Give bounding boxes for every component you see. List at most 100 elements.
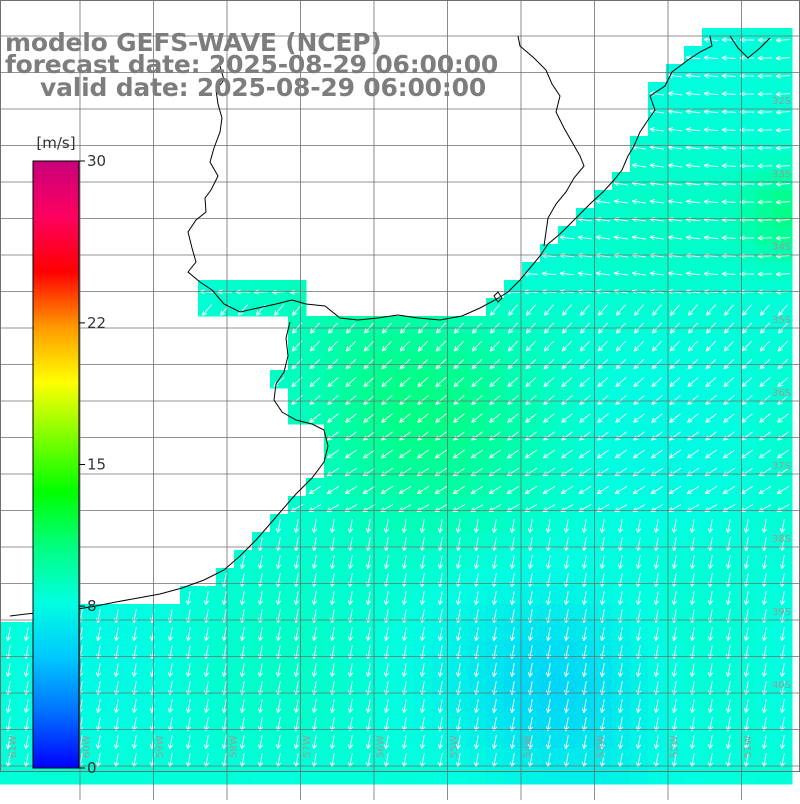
field-cell xyxy=(594,370,613,389)
field-cell xyxy=(648,370,667,389)
field-cell xyxy=(576,352,595,371)
field-cell xyxy=(324,460,343,479)
field-cell xyxy=(342,496,361,515)
field-cell xyxy=(630,172,649,191)
longitude-label: 51W xyxy=(743,735,754,758)
field-cell xyxy=(648,208,667,227)
field-cell xyxy=(648,190,667,209)
field-cell xyxy=(468,478,487,497)
field-cell xyxy=(612,766,631,785)
field-cell xyxy=(630,298,649,317)
field-cell xyxy=(702,82,721,101)
field-cell xyxy=(684,118,703,137)
field-cell xyxy=(756,424,775,443)
field-cell xyxy=(342,424,361,443)
field-cell xyxy=(468,352,487,371)
field-cell xyxy=(522,388,541,407)
field-cell xyxy=(594,478,613,497)
colorbar-tick-label: 0 xyxy=(87,759,97,777)
field-cell xyxy=(576,460,595,479)
field-cell xyxy=(288,280,307,299)
field-cell xyxy=(756,334,775,353)
field-cell xyxy=(108,766,127,785)
field-cell xyxy=(666,496,685,515)
field-cell xyxy=(468,316,487,335)
field-cell xyxy=(684,370,703,389)
field-cell xyxy=(270,766,289,785)
field-cell xyxy=(630,442,649,461)
field-cell xyxy=(684,496,703,515)
field-cell xyxy=(702,208,721,227)
field-cell xyxy=(522,406,541,425)
field-cell xyxy=(630,190,649,209)
field-cell xyxy=(684,352,703,371)
field-cell xyxy=(612,244,631,263)
field-cell xyxy=(684,424,703,443)
colorbar-gradient xyxy=(33,161,79,768)
field-cell xyxy=(684,64,703,83)
field-cell xyxy=(630,478,649,497)
field-cell xyxy=(720,406,739,425)
field-cell xyxy=(342,334,361,353)
field-cell xyxy=(612,334,631,353)
field-cell xyxy=(180,766,199,785)
field-cell xyxy=(702,370,721,389)
field-cell xyxy=(468,424,487,443)
field-cell xyxy=(414,388,433,407)
field-cell xyxy=(360,370,379,389)
latitude-label: 33S xyxy=(772,169,791,180)
field-cell xyxy=(324,496,343,515)
field-cell xyxy=(414,460,433,479)
field-cell xyxy=(450,496,469,515)
field-cell xyxy=(558,424,577,443)
field-cell xyxy=(738,64,757,83)
field-cell xyxy=(486,424,505,443)
valid-date: valid date: 2025-08-29 06:00:00 xyxy=(40,75,486,101)
field-cell xyxy=(450,766,469,785)
field-cell xyxy=(198,298,217,317)
field-cell xyxy=(738,154,757,173)
field-cell xyxy=(612,208,631,227)
field-cell xyxy=(594,262,613,281)
field-cell xyxy=(504,460,523,479)
field-cell xyxy=(702,496,721,515)
field-cell xyxy=(594,298,613,317)
field-cell xyxy=(720,298,739,317)
field-cell xyxy=(612,496,631,515)
field-cell xyxy=(702,334,721,353)
field-cell xyxy=(720,460,739,479)
field-cell xyxy=(576,388,595,407)
field-cell xyxy=(486,460,505,479)
field-cell xyxy=(450,406,469,425)
field-cell xyxy=(576,280,595,299)
field-cell xyxy=(378,352,397,371)
field-cell xyxy=(648,298,667,317)
field-cell xyxy=(576,766,595,785)
field-cell xyxy=(702,406,721,425)
field-cell xyxy=(648,280,667,299)
field-cell xyxy=(648,766,667,785)
field-cell xyxy=(666,424,685,443)
field-cell xyxy=(522,460,541,479)
field-cell xyxy=(738,442,757,461)
longitude-label: 56W xyxy=(376,735,387,758)
field-cell xyxy=(684,262,703,281)
field-cell xyxy=(630,226,649,245)
field-cell xyxy=(720,118,739,137)
field-cell xyxy=(612,190,631,209)
field-cell xyxy=(594,190,613,209)
field-cell xyxy=(738,82,757,101)
field-cell xyxy=(396,352,415,371)
field-cell xyxy=(504,280,523,299)
field-cell xyxy=(558,298,577,317)
field-cell xyxy=(756,352,775,371)
field-cell xyxy=(342,478,361,497)
field-cell xyxy=(396,766,415,785)
field-cell xyxy=(486,406,505,425)
field-cell xyxy=(756,28,775,47)
field-cell xyxy=(450,460,469,479)
field-cell xyxy=(558,316,577,335)
field-cell xyxy=(774,352,793,371)
field-cell xyxy=(594,460,613,479)
field-cell xyxy=(378,370,397,389)
